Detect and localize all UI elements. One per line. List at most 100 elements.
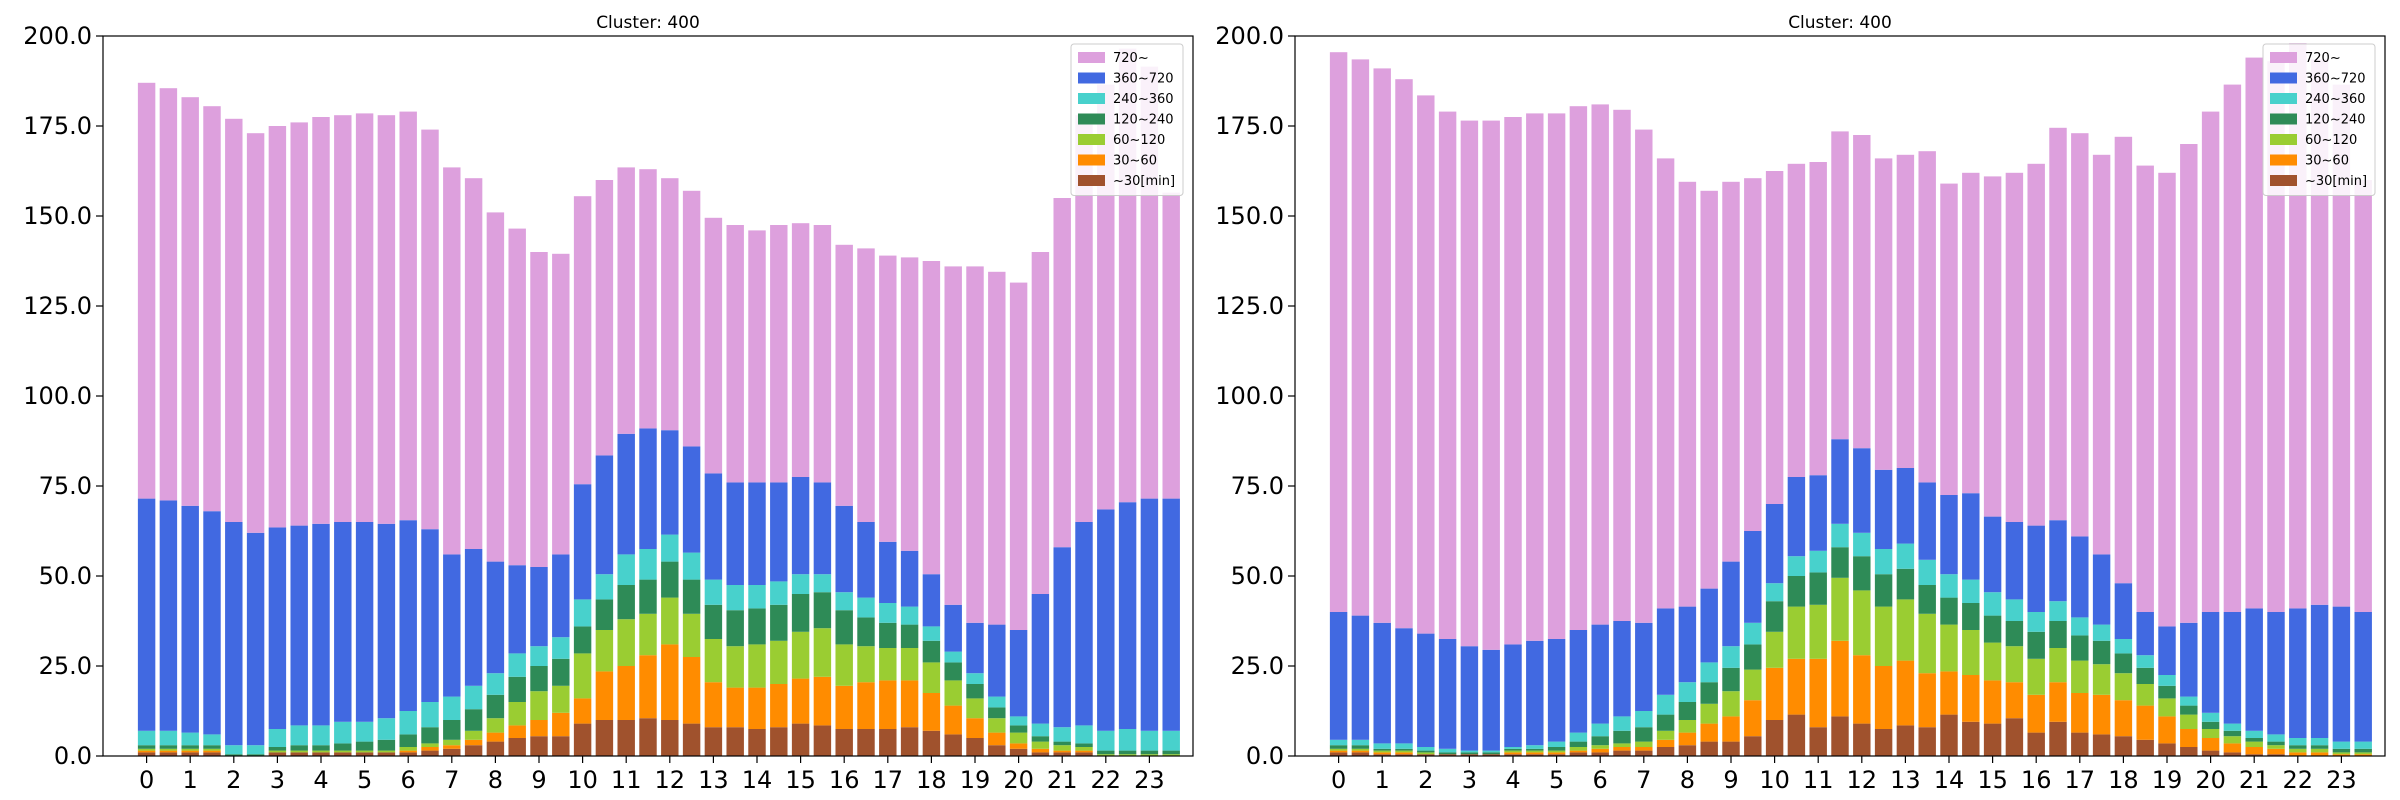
bar-segment-60-120-15	[1656, 730, 1675, 740]
bar-segment-120-240-29	[770, 604, 788, 641]
bar-segment-30-60-34	[879, 680, 897, 729]
bar-segment-30-60-22	[617, 666, 635, 720]
bar-segment-240-360-45	[1118, 729, 1137, 751]
legend-label: 720~	[1113, 51, 1149, 66]
bar-segment-360-720-32	[835, 505, 853, 593]
x-tick-label: 5	[357, 766, 372, 794]
bar-segment-120-240-9	[1526, 748, 1544, 751]
x-tick-label: 16	[2021, 766, 2052, 794]
bar-segment-720-26	[1896, 154, 1915, 469]
bar-segment-720-16	[1678, 181, 1697, 607]
bar-segment-720-30	[1983, 176, 2002, 517]
bar-segment-240-360-28	[748, 585, 766, 609]
bar-segment-30-min-35	[900, 727, 919, 756]
bar-segment-30-60-16	[486, 732, 505, 742]
bar-segment-240-360-27	[1918, 559, 1936, 585]
bar-segment-60-120-19	[552, 685, 570, 713]
x-tick-label: 20	[2195, 766, 2226, 794]
bar-segment-30-60-15	[1656, 739, 1675, 747]
bar-segment-60-120-27	[1918, 613, 1936, 674]
bar-segment-720-19	[1744, 178, 1762, 531]
bar-segment-720-37	[944, 266, 962, 605]
bar-segment-360-720-17	[1700, 588, 1718, 663]
x-tick-label: 10	[1759, 766, 1790, 794]
bar-segment-30-min-28	[1940, 714, 1958, 756]
bar-segment-240-360-27	[726, 585, 744, 611]
bar-segment-60-120-41	[2223, 736, 2242, 744]
bar-segment-30-min-18	[1722, 741, 1740, 756]
bar-segment-720-32	[835, 244, 853, 506]
bar-segment-30-min-39	[2180, 747, 2198, 756]
bar-segment-30-min-25	[682, 723, 701, 756]
bar-segment-120-240-16	[1678, 702, 1697, 720]
bar-segment-720-47	[1162, 192, 1180, 499]
bar-segment-60-120-43	[1075, 747, 1093, 751]
bar-segment-240-360-32	[835, 592, 853, 611]
bar-segment-720-10	[1547, 113, 1566, 639]
bar-segment-30-min-35	[2092, 734, 2111, 756]
bar-segment-30-min-23	[1831, 716, 1849, 756]
y-tick-label: 175.0	[1215, 112, 1284, 140]
bar-segment-30-min-36	[2114, 736, 2133, 756]
legend-swatch	[1078, 154, 1105, 166]
bar-segment-720-5	[1438, 111, 1457, 640]
bar-segment-120-240-20	[1765, 601, 1784, 632]
bar-segment-360-720-10	[1547, 639, 1566, 742]
x-tick-label: 7	[1636, 766, 1651, 794]
bar-segment-60-120-37	[944, 680, 962, 706]
bar-segment-720-14	[1635, 129, 1653, 623]
bar-segment-720-0	[137, 82, 156, 499]
bar-segment-240-360-19	[552, 637, 570, 659]
bar-segment-120-240-24	[1853, 556, 1871, 591]
bar-segment-30-60-30	[1983, 680, 2002, 724]
bar-segment-120-240-33	[857, 617, 875, 647]
bar-segment-240-360-20	[1765, 583, 1784, 602]
y-axis-ticks: 0.0 25.0 50.0 75.0 100.0 125.0 150.0 175.0 200.0	[1215, 22, 1295, 770]
bar-segment-30-60-39	[988, 732, 1006, 746]
bar-segment-30-60-17	[508, 725, 526, 738]
x-axis-ticks: 0 1 2 3 4 5 6 7 8 9 10 11 12 13 14 15 16 17 18 19 20 21 22 23	[1331, 756, 2357, 794]
x-tick-label: 21	[2239, 766, 2270, 794]
bar-segment-360-720-2	[1373, 622, 1391, 744]
x-tick-label: 6	[1593, 766, 1608, 794]
bar-segment-720-41	[2223, 84, 2242, 613]
bar-segment-30-60-28	[748, 687, 766, 729]
legend-label: 60~120	[2305, 133, 2357, 148]
bar-segment-360-720-9	[334, 522, 352, 722]
bar-segment-30-min-12	[399, 752, 417, 756]
bar-segment-360-720-30	[791, 477, 810, 575]
bar-segment-30-60-18	[1722, 716, 1740, 742]
bar-segment-60-120-39	[988, 718, 1006, 733]
bar-segment-30-60-19	[1744, 700, 1762, 737]
bar-segment-60-120-31	[813, 628, 832, 677]
bar-segment-60-120-18	[1722, 691, 1740, 717]
bar-segment-120-240-17	[508, 676, 526, 702]
bar-segment-360-720-18	[530, 567, 548, 647]
bar-segment-120-240-21	[595, 599, 614, 630]
bar-segment-30-min-24	[1853, 723, 1871, 756]
bar-segment-360-720-0	[1329, 612, 1348, 740]
bar-segment-360-720-35	[2092, 554, 2111, 625]
bar-segment-120-240-29	[1962, 603, 1980, 630]
bar-segment-60-120-12	[1591, 745, 1609, 749]
bar-segment-720-1	[159, 88, 178, 501]
bar-segment-120-240-13	[421, 727, 439, 744]
chart-panel-left: Cluster: 400 0.025.050.075.0100.0125.015…	[23, 13, 1194, 794]
x-tick-label: 21	[1047, 766, 1078, 794]
bar-segment-30-min-40	[1009, 748, 1028, 756]
bar-segment-30-60-32	[2027, 694, 2045, 733]
bar-segment-60-120-9	[334, 750, 352, 753]
bar-segment-360-720-16	[486, 561, 505, 674]
x-tick-label: 17	[873, 766, 904, 794]
bar-segment-360-720-47	[2354, 612, 2372, 742]
bar-segment-30-60-10	[1547, 752, 1566, 755]
bar-segment-60-120-14	[1635, 741, 1653, 747]
y-tick-label: 0.0	[54, 742, 92, 770]
legend-label: 30~60	[1113, 154, 1157, 169]
bar-segment-360-720-29	[770, 482, 788, 582]
bar-segment-60-120-30	[1983, 642, 2002, 681]
bar-segment-120-240-39	[2180, 705, 2198, 715]
x-tick-label: 18	[2108, 766, 2139, 794]
bar-segment-720-9	[334, 115, 352, 522]
bar-segment-30-min-16	[1678, 745, 1697, 756]
